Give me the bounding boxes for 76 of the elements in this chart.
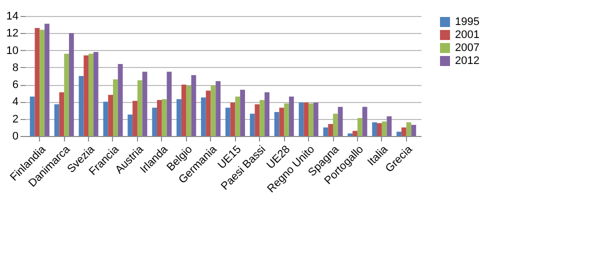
bar [93, 52, 98, 136]
bar [328, 124, 333, 136]
legend-label: 1995 [455, 16, 480, 28]
bar [289, 96, 294, 136]
y-tick-label: 4 [12, 96, 18, 108]
bar [298, 102, 304, 136]
bar [128, 114, 133, 136]
bar [406, 122, 412, 136]
bar [162, 99, 167, 136]
bar [206, 90, 211, 136]
legend-label: 2012 [455, 55, 480, 67]
bar [323, 127, 328, 136]
bar [377, 123, 382, 136]
bar [137, 80, 142, 136]
y-tick-label: 6 [12, 79, 18, 92]
bar [59, 92, 64, 136]
bar [166, 72, 172, 136]
bar [30, 96, 35, 136]
bar [152, 108, 157, 136]
bar [54, 104, 60, 136]
bar [348, 133, 353, 136]
bar [108, 94, 113, 136]
bar [230, 102, 236, 136]
bar [401, 127, 406, 136]
bar [88, 54, 94, 136]
bar [313, 102, 318, 136]
bar [186, 85, 192, 136]
bar [396, 132, 402, 136]
legend-label: 2007 [455, 42, 480, 54]
bar [264, 92, 270, 136]
bar [210, 85, 216, 136]
bar [338, 106, 343, 136]
y-tick-label: 10 [6, 44, 18, 57]
bar [386, 116, 392, 136]
bar [362, 106, 368, 136]
bar [157, 100, 162, 136]
bar [40, 30, 45, 136]
legend-label: 2001 [455, 29, 480, 41]
y-tick-label: 0 [12, 130, 18, 142]
bar [372, 122, 377, 136]
bar [352, 130, 358, 136]
bar [44, 24, 50, 136]
bar [191, 75, 196, 136]
bar [142, 72, 148, 136]
bar [84, 55, 89, 136]
bar [78, 76, 84, 136]
bar [284, 103, 289, 136]
bar [235, 96, 240, 136]
bar [240, 90, 245, 136]
bar [250, 114, 255, 136]
bar [225, 108, 230, 136]
bar [34, 28, 40, 136]
y-tick-label: 12 [6, 28, 18, 40]
bar [181, 84, 186, 136]
y-tick-label: 2 [12, 113, 18, 126]
bar [304, 102, 309, 136]
y-tick-label: 8 [12, 62, 18, 74]
bar [118, 64, 123, 136]
bar [254, 104, 260, 136]
bar [260, 100, 265, 136]
y-tick-label: 14 [6, 10, 18, 22]
bar [382, 121, 387, 136]
bar [201, 97, 206, 136]
bar [176, 99, 182, 136]
bar [357, 118, 362, 136]
bar [69, 33, 74, 136]
bar [132, 100, 138, 136]
bar [333, 114, 338, 136]
bar [279, 108, 284, 136]
bar [64, 54, 69, 136]
bar [216, 81, 221, 136]
bar [113, 79, 118, 136]
bar [274, 112, 280, 136]
bar [411, 124, 416, 136]
bar [103, 102, 108, 136]
bar [308, 103, 314, 136]
